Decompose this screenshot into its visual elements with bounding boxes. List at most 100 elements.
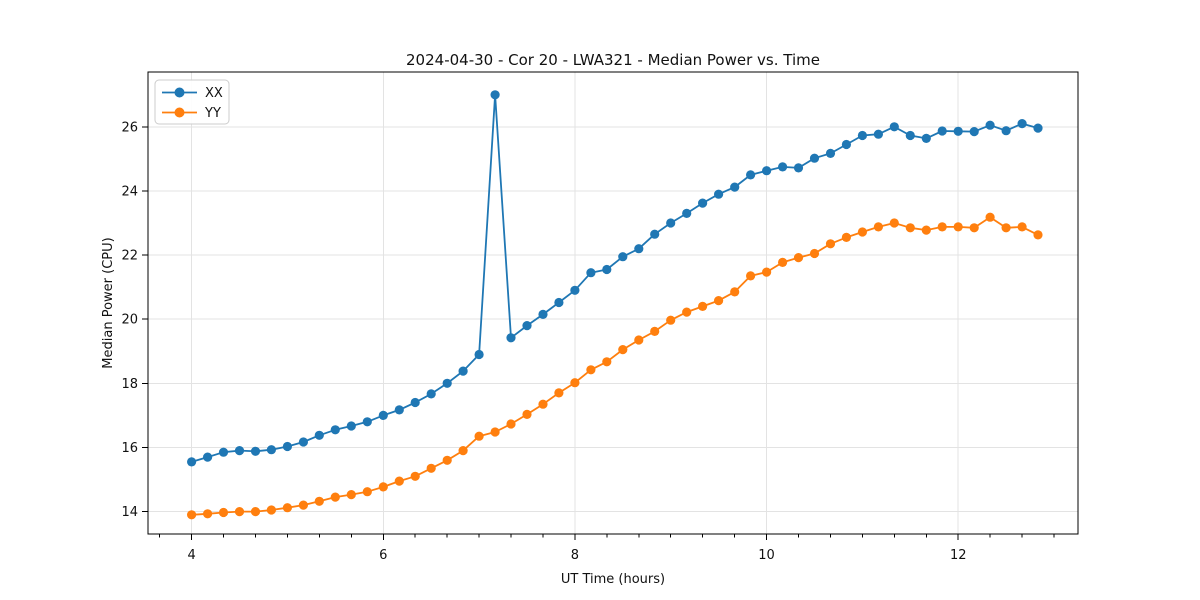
series-XX-marker: [762, 166, 772, 176]
series-XX: [187, 90, 1043, 467]
series-YY-marker: [218, 507, 229, 518]
series-YY-marker: [602, 357, 612, 367]
series-YY-marker: [1033, 230, 1043, 240]
series-XX-marker: [426, 389, 436, 399]
series-YY-marker: [937, 222, 947, 232]
series-XX-marker: [985, 120, 995, 130]
x-axis-label: UT Time (hours): [561, 572, 665, 587]
series-YY-marker: [698, 301, 708, 311]
series-XX-marker: [250, 446, 261, 456]
series-XX-marker: [218, 447, 229, 457]
series-YY-marker: [778, 257, 788, 267]
legend-label: XX: [205, 86, 223, 101]
series-XX-marker: [714, 189, 724, 199]
series-YY-marker: [969, 223, 979, 233]
x-tick-label: 6: [379, 548, 387, 563]
series-XX-marker: [857, 130, 868, 141]
series-XX-marker: [778, 162, 788, 172]
series-YY-marker: [410, 471, 420, 481]
axis-ticks: [142, 126, 1055, 540]
y-axis-label: Median Power (CPU): [101, 237, 116, 368]
series-YY-marker: [314, 496, 324, 506]
series-YY-marker: [809, 248, 820, 259]
series-XX-marker: [474, 349, 484, 360]
series-YY-marker: [362, 487, 372, 497]
series-YY-marker: [442, 455, 452, 465]
y-tick-label: 20: [121, 313, 138, 328]
series-XX-marker: [825, 148, 836, 158]
series-XX-marker: [793, 163, 804, 173]
series-XX-marker: [841, 139, 852, 150]
series-YY-marker: [554, 388, 564, 398]
series-XX-marker: [809, 153, 820, 163]
series-XX-marker: [187, 457, 197, 467]
x-tick-label: 12: [950, 548, 967, 563]
series-XX-marker: [506, 333, 516, 343]
legend-label: YY: [204, 106, 221, 121]
y-tick-label: 22: [121, 249, 138, 264]
series-YY-marker: [346, 490, 356, 500]
series-YY-marker: [889, 218, 899, 228]
legend-item-XX: XX: [162, 86, 223, 101]
series-YY-marker: [394, 476, 404, 486]
series-YY-marker: [873, 222, 884, 232]
series-YY-marker: [490, 427, 500, 437]
series-YY: [187, 212, 1043, 520]
y-tick-label: 14: [121, 505, 138, 520]
series-XX-marker: [362, 417, 372, 427]
series-XX-marker: [650, 229, 660, 239]
series-XX-marker: [298, 437, 308, 447]
series-XX-marker: [889, 122, 899, 132]
legend: XX YY: [154, 79, 230, 125]
series-XX-marker: [969, 127, 979, 137]
series-YY-marker: [187, 510, 197, 520]
series-XX-marker: [234, 446, 245, 456]
series-XX-marker: [698, 198, 708, 208]
series-YY-marker: [953, 222, 963, 232]
series-XX-marker: [602, 264, 612, 275]
gridlines: [148, 72, 1078, 534]
series-YY-marker: [330, 492, 340, 502]
series-XX-marker: [905, 130, 915, 141]
series-YY-marker: [506, 419, 516, 429]
plot-frame: [147, 71, 1079, 535]
y-tick-label: 26: [121, 120, 138, 135]
y-tick-label: 16: [121, 441, 138, 456]
series-XX-marker: [937, 126, 947, 136]
legend-item-YY: YY: [162, 106, 221, 121]
series-XX-marker: [314, 430, 324, 440]
series-YY-marker: [378, 482, 388, 492]
series-YY-marker: [298, 500, 308, 510]
series-XX-marker: [203, 452, 213, 462]
series-YY-marker: [282, 503, 292, 513]
series-YY-marker: [857, 227, 868, 237]
series-YY-marker: [618, 345, 628, 355]
series-XX-marker: [458, 366, 468, 376]
series-XX-marker: [330, 425, 340, 435]
series-YY-marker: [538, 399, 548, 409]
series-XX-marker: [618, 252, 628, 262]
y-tick-label: 18: [121, 377, 138, 392]
series-XX-marker: [442, 378, 452, 388]
legend-marker: [174, 87, 185, 98]
series-XX-marker: [538, 309, 548, 319]
series-XX-marker: [346, 421, 356, 431]
x-tick-label: 8: [571, 548, 579, 563]
chart-title: 2024-04-30 - Cor 20 - LWA321 - Median Po…: [406, 51, 820, 69]
series-XX-marker: [873, 129, 884, 139]
series-YY-marker: [793, 253, 804, 263]
series-YY-marker: [666, 315, 676, 325]
series-XX-marker: [378, 410, 388, 420]
series-YY-marker: [714, 296, 724, 306]
series-YY-marker: [825, 239, 836, 249]
series-YY-marker: [426, 463, 436, 473]
series-XX-marker: [522, 321, 532, 331]
series-XX-marker: [634, 244, 644, 254]
series-XX-marker: [490, 90, 500, 100]
series-YY-marker: [682, 307, 692, 317]
series-YY-marker: [650, 326, 660, 336]
series-XX-marker: [1033, 123, 1043, 133]
series-YY-marker: [586, 365, 596, 375]
